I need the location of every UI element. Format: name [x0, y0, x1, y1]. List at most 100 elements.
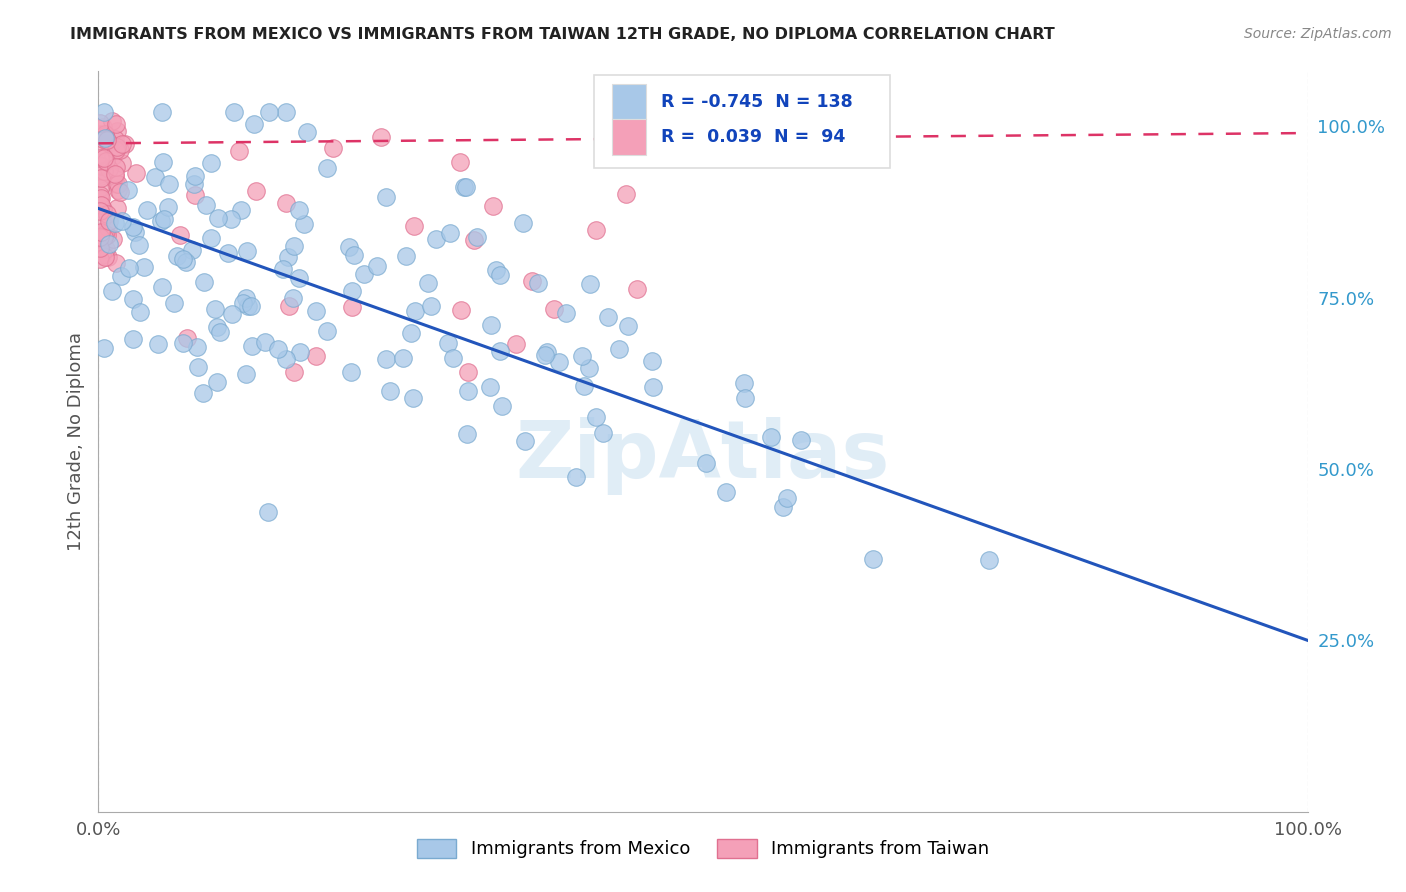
Point [94, 153, 117, 168]
Y-axis label: 12th Grade, No Diploma: 12th Grade, No Diploma [66, 332, 84, 551]
Point [89, 181, 111, 195]
Point [294, 218, 316, 232]
Point [392, 351, 415, 365]
Point [454, 180, 477, 194]
Point [402, 391, 425, 405]
Point [515, 434, 537, 448]
Point [271, 261, 294, 276]
Point [274, 105, 297, 120]
Point [105, 160, 128, 174]
Point [243, 117, 266, 131]
Point [340, 300, 363, 314]
Point [287, 271, 309, 285]
Point [91, 132, 114, 146]
Point [169, 227, 191, 242]
Point [240, 339, 263, 353]
Point [193, 385, 215, 400]
Point [614, 186, 637, 201]
Point [305, 350, 328, 364]
Point [641, 380, 664, 394]
Point [254, 335, 277, 350]
Point [97, 250, 120, 264]
Point [108, 186, 131, 200]
Point [221, 307, 243, 321]
Point [101, 284, 124, 298]
Point [734, 391, 756, 405]
Point [571, 349, 593, 363]
Point [200, 155, 222, 169]
Point [176, 255, 198, 269]
Point [97, 136, 120, 150]
Point [163, 295, 186, 310]
Point [90, 171, 112, 186]
Point [93, 342, 115, 356]
Point [240, 299, 263, 313]
Point [91, 202, 114, 216]
Point [114, 137, 136, 152]
Point [89, 252, 111, 266]
Point [104, 177, 127, 191]
Point [91, 212, 114, 227]
Point [342, 248, 364, 262]
Point [283, 365, 305, 379]
Point [91, 248, 114, 262]
Point [505, 337, 527, 351]
Point [121, 292, 143, 306]
Point [277, 250, 299, 264]
Point [548, 355, 571, 369]
Point [110, 269, 132, 284]
Point [94, 251, 117, 265]
Point [128, 237, 150, 252]
Point [419, 299, 441, 313]
Point [217, 246, 239, 260]
Point [276, 352, 298, 367]
Point [97, 220, 120, 235]
Point [125, 166, 148, 180]
Point [536, 344, 558, 359]
Point [97, 237, 120, 252]
Point [135, 203, 157, 218]
Point [204, 301, 226, 316]
Point [489, 268, 512, 282]
Point [607, 343, 630, 357]
Point [205, 375, 228, 389]
Bar [613, 120, 647, 155]
Point [186, 340, 208, 354]
Point [283, 291, 305, 305]
Point [89, 188, 111, 202]
Point [238, 299, 260, 313]
Point [207, 319, 229, 334]
Point [374, 352, 396, 367]
Point [156, 200, 179, 214]
Point [617, 319, 640, 334]
Point [370, 130, 392, 145]
Point [118, 261, 141, 276]
Point [104, 117, 127, 131]
Point [94, 227, 117, 241]
Point [207, 211, 229, 226]
Point [143, 169, 166, 184]
Point [315, 324, 337, 338]
Point [108, 143, 131, 157]
Point [183, 177, 205, 191]
Point [89, 151, 111, 165]
Point [107, 178, 129, 192]
Point [245, 184, 267, 198]
Point [235, 291, 257, 305]
Point [592, 425, 614, 440]
Point [93, 164, 115, 178]
Point [439, 226, 461, 240]
Point [104, 167, 127, 181]
Point [543, 302, 565, 317]
Point [104, 216, 127, 230]
Point [478, 380, 501, 394]
Point [94, 127, 117, 141]
Point [257, 505, 280, 519]
Point [222, 105, 245, 120]
Point [93, 132, 115, 146]
Point [340, 365, 363, 379]
Point [578, 361, 600, 376]
Point [337, 240, 360, 254]
Point [96, 207, 118, 221]
Point [172, 335, 194, 350]
